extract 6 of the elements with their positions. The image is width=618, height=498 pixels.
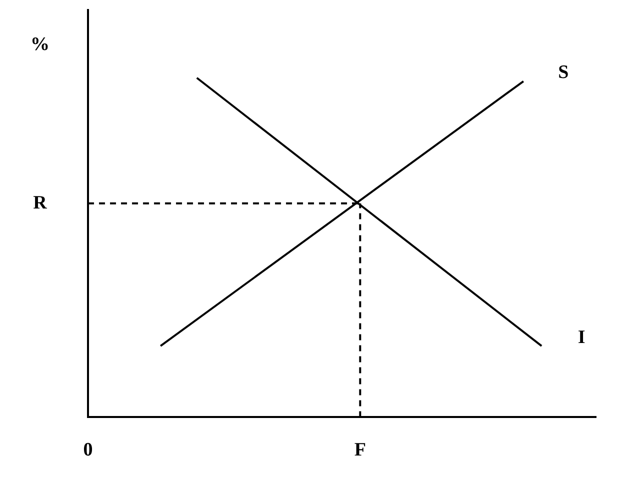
ref-line-label: R	[33, 192, 48, 214]
x-tick-label: 0	[83, 440, 93, 461]
series-label: S	[558, 62, 569, 84]
y-axis-title: %	[30, 34, 50, 55]
series-label: I	[578, 326, 586, 348]
x-tick-label: F	[354, 440, 366, 461]
